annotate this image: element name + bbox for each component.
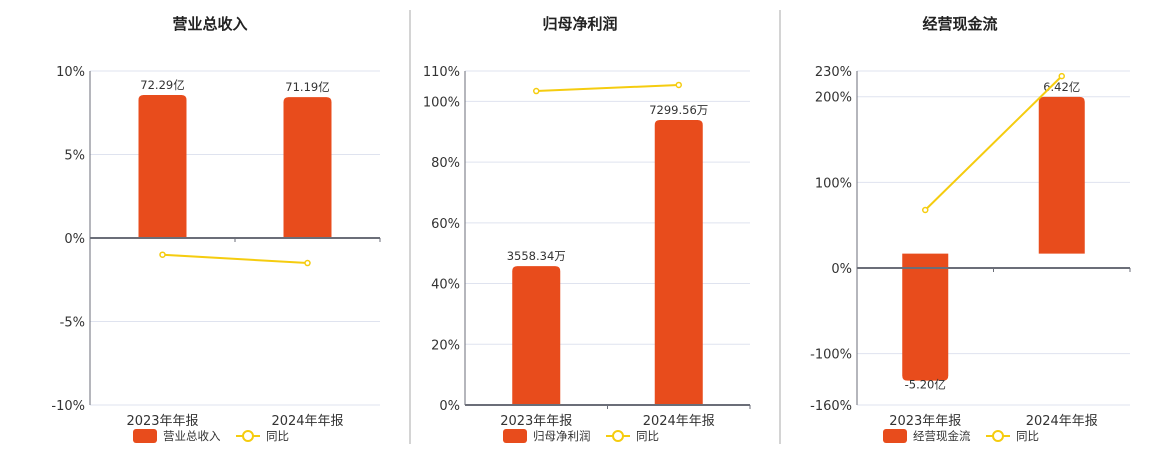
yoy-line [162,253,308,265]
legend-line-marker [612,430,624,442]
y-tick-label: -100% [810,348,852,363]
bar [654,120,703,406]
y-tick-label: 0% [831,262,852,277]
legend-line-marker [242,430,254,442]
chart-title: 经营现金流 [922,15,997,33]
yoy-line [924,75,1063,211]
y-tick-label: 230% [815,65,852,80]
y-tick-label: 20% [431,338,460,353]
yoy-point [159,251,166,258]
x-tick-label: 2023年年报 [889,414,961,429]
y-tick-label: 10% [56,65,85,80]
y-tick-label: 0% [64,232,85,247]
bar [283,97,332,238]
x-tick-label: 2024年年报 [271,414,343,429]
x-tick-label: 2023年年报 [126,414,198,429]
y-tick-label: 200% [815,91,852,106]
y-tick-label: -5% [60,316,85,331]
legend-bar-swatch [133,429,157,443]
y-tick-label: 100% [423,95,460,110]
legend-label: 营业总收入 [163,429,221,443]
y-tick-label: 60% [431,217,460,232]
bar-data-label: 7299.56万 [649,103,708,117]
legend-bar-swatch [503,429,527,443]
yoy-point [922,206,929,214]
bar-data-label: 71.19亿 [285,80,329,94]
yoy-point [533,87,540,95]
bar-data-label: 3558.34万 [507,249,566,263]
x-tick-label: 2024年年报 [1026,414,1098,429]
yoy-line [536,83,679,93]
bar-data-label: -5.20亿 [905,378,946,392]
y-tick-label: -160% [810,399,852,414]
legend-label: 同比 [636,429,659,443]
yoy-point [675,81,682,89]
yoy-point [304,259,311,267]
legend-line-marker [992,430,1004,442]
y-tick-label: 5% [64,149,85,164]
y-tick-label: 110% [423,65,460,80]
y-tick-label: 100% [815,176,852,191]
bar-data-label: 6.42亿 [1043,80,1080,94]
x-tick-label: 2023年年报 [500,414,572,429]
chart-title: 归母净利润 [542,15,617,33]
bar [138,94,187,238]
bar [902,253,949,381]
bar [1038,96,1085,254]
legend-label: 同比 [266,429,289,443]
y-tick-label: 0% [439,399,460,414]
legend-label: 归母净利润 [533,429,591,443]
legend-label: 经营现金流 [913,429,971,443]
y-tick-label: -10% [51,399,85,414]
chart-title: 营业总收入 [172,15,247,33]
yoy-point [1058,72,1065,80]
x-tick-label: 2024年年报 [643,414,715,429]
bar-data-label: 72.29亿 [140,78,184,92]
legend-label: 同比 [1016,429,1039,443]
y-tick-label: 40% [431,278,460,293]
y-tick-label: 80% [431,156,460,171]
bar [512,266,561,405]
legend-bar-swatch [883,429,907,443]
